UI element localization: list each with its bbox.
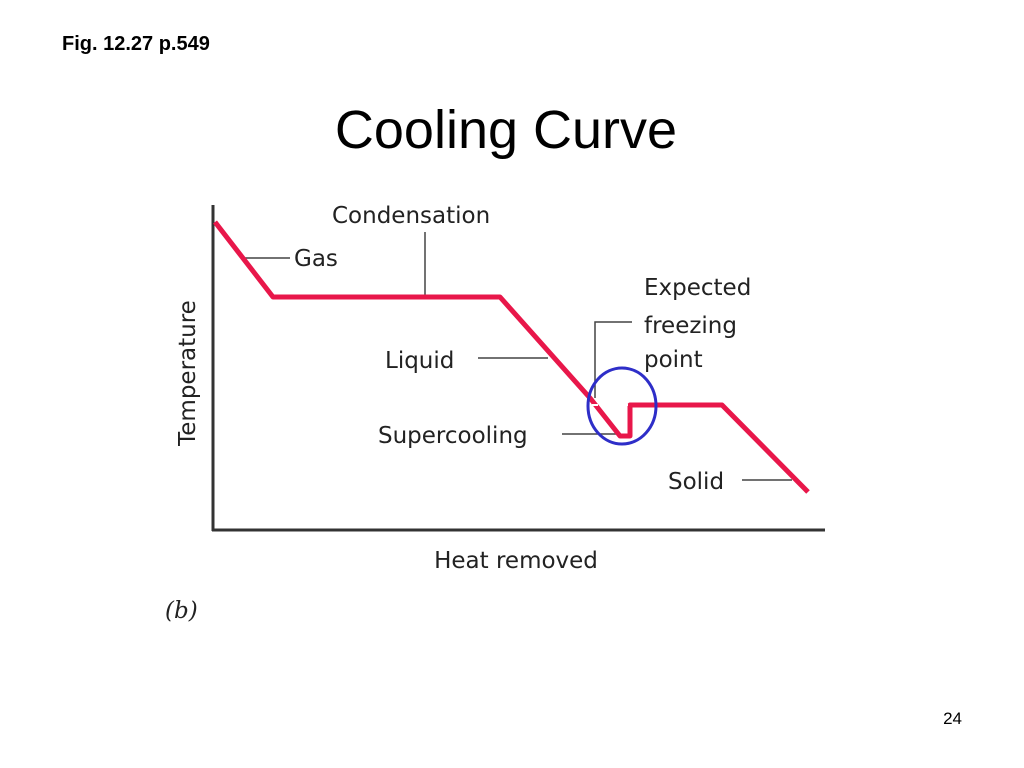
highlight-circle — [586, 366, 658, 446]
x-axis-label: Heat removed — [434, 548, 598, 574]
label-condensation: Condensation — [332, 203, 490, 229]
label-point: point — [644, 347, 703, 373]
label-supercooling: Supercooling — [378, 423, 528, 449]
slide-title: Cooling Curve — [335, 100, 677, 160]
label-freezing: freezing — [644, 313, 737, 339]
cooling-curve — [213, 220, 810, 494]
label-solid: Solid — [668, 469, 724, 495]
label-expected: Expected — [644, 275, 751, 301]
y-axis-label: Temperature — [175, 300, 201, 447]
diagram: Condensation Gas Liquid Supercooling Sol… — [165, 203, 825, 624]
page-number: 24 — [943, 709, 962, 728]
caption: (b) — [165, 598, 198, 624]
leader-lines — [242, 232, 792, 481]
label-gas: Gas — [294, 246, 338, 272]
figure-reference: Fig. 12.27 p.549 — [62, 33, 210, 55]
label-liquid: Liquid — [385, 348, 454, 374]
